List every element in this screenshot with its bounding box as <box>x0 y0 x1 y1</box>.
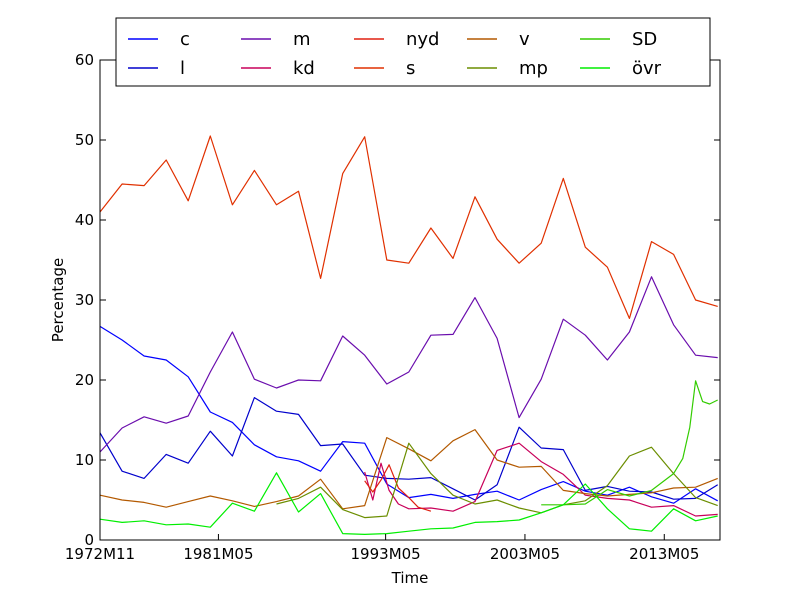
legend-label-nyd: nyd <box>406 29 440 50</box>
series-line-kd <box>364 442 718 517</box>
legend-label-v: v <box>519 29 530 50</box>
legend-label-övr: övr <box>632 58 662 79</box>
plot-frame <box>99 59 721 541</box>
legend-label-SD: SD <box>632 29 657 50</box>
y-tick-label: 40 <box>75 211 94 229</box>
plot-area <box>99 135 719 536</box>
y-tick-label: 10 <box>75 451 94 469</box>
series-line-mp <box>276 442 718 519</box>
y-tick-label: 0 <box>84 531 94 549</box>
series-line-v <box>99 429 718 510</box>
y-tick-label: 20 <box>75 371 94 389</box>
legend-label-kd: kd <box>293 58 315 79</box>
series-line-m <box>99 276 718 453</box>
x-axis-label: Time <box>391 569 429 587</box>
legend-box <box>115 17 711 87</box>
x-tick-label: 1993M05 <box>351 545 421 563</box>
series-line-nyd <box>364 464 432 512</box>
legend-label-l: l <box>180 58 185 79</box>
y-tick-label: 60 <box>75 51 94 69</box>
legend-label-m: m <box>293 29 311 50</box>
y-tick-label: 30 <box>75 291 94 309</box>
legend-label-c: c <box>180 29 190 50</box>
legend-label-s: s <box>406 58 415 79</box>
legend: cl m kd nyd s v mp SD övr <box>115 17 711 87</box>
axes: 0 10 20 30 40 50 60 1972M11 1981M05 1993M05 2003M0… <box>65 51 721 563</box>
x-tick-label: 1972M11 <box>65 545 135 563</box>
series-line-övr <box>99 472 718 536</box>
y-axis-label: Percentage <box>49 258 67 342</box>
series-line-SD <box>541 380 718 506</box>
series-line-l <box>99 397 719 501</box>
series-line-s <box>99 135 718 319</box>
y-tick-label: 50 <box>75 131 94 149</box>
x-tick-label: 2013M05 <box>629 545 699 563</box>
x-tick-label: 1981M05 <box>183 545 253 563</box>
x-tick-label: 2003M05 <box>490 545 560 563</box>
series-line-c <box>99 325 718 504</box>
legend-label-mp: mp <box>519 58 548 79</box>
